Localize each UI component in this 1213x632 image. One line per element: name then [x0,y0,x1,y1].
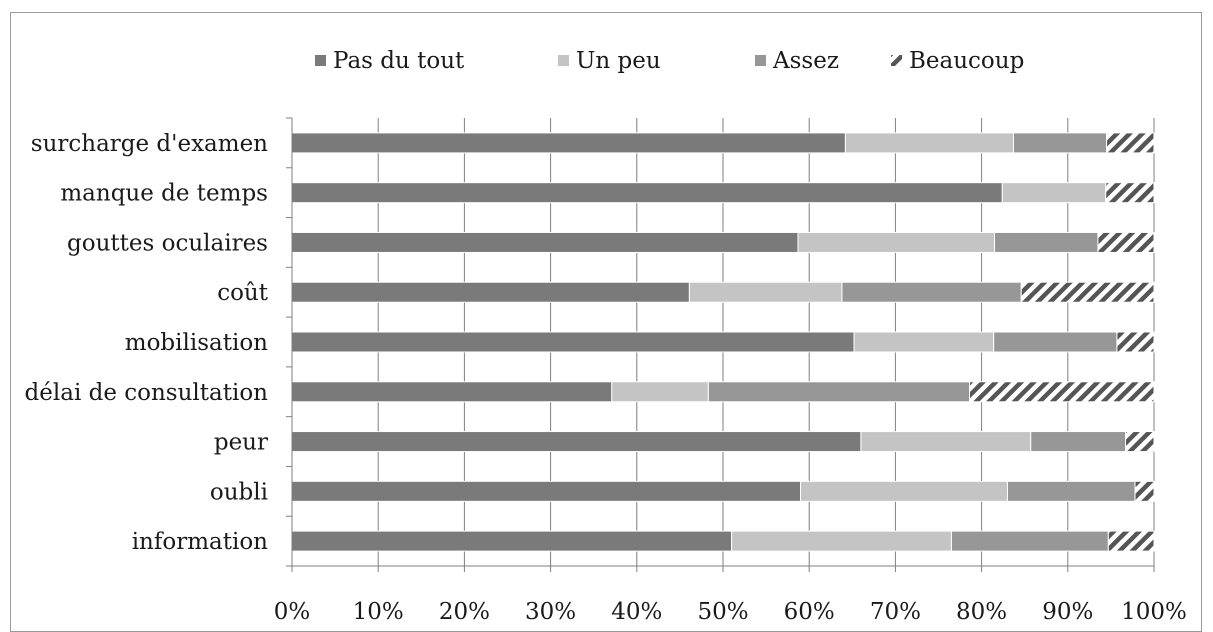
legend: Pas du tout Un peu Assez Beaucoup [315,48,1024,74]
legend-label-beaucoup: Beaucoup [909,48,1024,74]
legend-label-un-peu: Un peu [576,48,661,74]
bar-peur-pas-du-tout [291,431,862,453]
bar-oubli-beaucoup [1134,480,1155,502]
category-label-cout: coût [217,280,269,306]
x-tick-label-40: 40% [611,599,662,625]
bar-cout-un-peu [688,281,843,303]
legend-swatch-pas-du-tout [315,55,326,66]
x-tick-label-30: 30% [525,599,576,625]
category-label-surcharge-d-examen: surcharge d'examen [31,131,268,157]
bar-gouttes-oculaires-un-peu [797,231,996,253]
bar-surcharge-d-examen-assez [1012,132,1108,154]
bar-delai-de-consultation-pas-du-tout [291,381,613,403]
bar-gouttes-oculaires-beaucoup [1097,231,1155,253]
bar-delai-de-consultation-assez [707,381,971,403]
bar-surcharge-d-examen-pas-du-tout [291,132,846,154]
bar-information-un-peu [731,530,952,552]
category-label-oubli: oubli [210,479,268,505]
bar-delai-de-consultation-beaucoup [969,381,1155,403]
bar-information-assez [950,530,1109,552]
x-tick-label-0: 0% [274,599,311,625]
bar-manque-de-temps-pas-du-tout [291,182,1003,204]
bar-mobilisation-pas-du-tout [291,331,855,353]
category-label-peur: peur [214,430,268,456]
bar-mobilisation-assez [993,331,1118,353]
bar-cout-assez [841,281,1022,303]
category-label-manque-de-temps: manque de temps [60,181,268,207]
legend-swatch-un-peu [558,55,569,66]
category-labels: surcharge d'examen manque de temps gouttes… [25,131,269,555]
bar-information-pas-du-tout [291,530,733,552]
bar-oubli-assez [1006,480,1136,502]
x-tick-labels: 0% 10% 20% 30% 40% 50% 60% 70% 80% 90% 100% [274,599,1187,625]
x-tick-label-100: 100% [1121,599,1187,625]
bar-surcharge-d-examen-un-peu [844,132,1014,154]
category-label-delai-de-consultation: délai de consultation [25,380,269,406]
bar-cout-pas-du-tout [291,281,690,303]
bar-mobilisation-beaucoup [1116,331,1155,353]
x-tick-label-90: 90% [1042,599,1093,625]
x-tick-label-10: 10% [353,599,404,625]
legend-swatch-beaucoup [891,55,902,66]
bar-peur-un-peu [860,431,1032,453]
bar-peur-assez [1030,431,1127,453]
x-tick-label-50: 50% [697,599,748,625]
bar-information-beaucoup [1107,530,1155,552]
bar-manque-de-temps-un-peu [1001,182,1107,204]
category-label-information: information [132,529,268,555]
bar-surcharge-d-examen-beaucoup [1106,132,1155,154]
legend-label-pas-du-tout: Pas du tout [333,48,465,74]
bars [291,132,1155,552]
bar-gouttes-oculaires-assez [994,231,1099,253]
legend-swatch-assez [755,55,766,66]
bar-peur-beaucoup [1125,431,1155,453]
axes [286,117,1155,572]
bar-oubli-pas-du-tout [291,480,802,502]
x-tick-label-80: 80% [956,599,1007,625]
bar-mobilisation-un-peu [853,331,995,353]
category-label-mobilisation: mobilisation [125,330,268,356]
x-tick-label-70: 70% [870,599,921,625]
legend-label-assez: Assez [772,48,839,74]
bar-cout-beaucoup [1020,281,1155,303]
x-tick-label-20: 20% [439,599,490,625]
x-tick-label-60: 60% [784,599,835,625]
bar-gouttes-oculaires-pas-du-tout [291,231,799,253]
bar-manque-de-temps-beaucoup [1105,182,1155,204]
category-label-gouttes-oculaires: gouttes oculaires [67,230,268,256]
bar-oubli-un-peu [800,480,1008,502]
bar-delai-de-consultation-un-peu [611,381,709,403]
